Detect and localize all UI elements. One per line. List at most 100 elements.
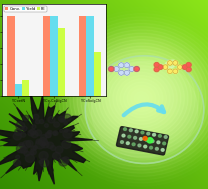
Circle shape bbox=[63, 114, 71, 121]
Circle shape bbox=[24, 151, 30, 156]
Circle shape bbox=[155, 147, 158, 150]
Circle shape bbox=[186, 67, 191, 72]
Circle shape bbox=[14, 160, 21, 166]
Circle shape bbox=[36, 139, 42, 144]
Circle shape bbox=[131, 88, 152, 108]
Circle shape bbox=[132, 143, 135, 146]
Circle shape bbox=[163, 65, 168, 69]
Circle shape bbox=[30, 151, 34, 155]
Circle shape bbox=[138, 144, 141, 147]
Ellipse shape bbox=[165, 60, 176, 69]
Circle shape bbox=[35, 120, 40, 124]
Circle shape bbox=[158, 135, 161, 137]
Circle shape bbox=[31, 131, 38, 138]
Circle shape bbox=[53, 132, 57, 135]
Circle shape bbox=[124, 70, 130, 75]
Circle shape bbox=[63, 27, 208, 170]
Circle shape bbox=[35, 140, 45, 149]
Circle shape bbox=[120, 141, 123, 143]
Circle shape bbox=[44, 124, 48, 127]
Circle shape bbox=[62, 140, 71, 149]
Bar bbox=[51, 16, 58, 96]
Circle shape bbox=[127, 85, 156, 111]
Circle shape bbox=[39, 152, 48, 160]
Circle shape bbox=[64, 129, 68, 132]
Circle shape bbox=[88, 49, 195, 147]
Bar bbox=[79, 16, 86, 96]
Circle shape bbox=[144, 145, 147, 148]
Circle shape bbox=[47, 142, 54, 149]
Circle shape bbox=[58, 116, 64, 122]
Circle shape bbox=[150, 146, 152, 149]
Circle shape bbox=[124, 128, 126, 130]
Circle shape bbox=[163, 142, 166, 145]
Circle shape bbox=[30, 149, 36, 155]
Circle shape bbox=[16, 144, 26, 153]
Circle shape bbox=[113, 72, 170, 124]
Circle shape bbox=[157, 141, 160, 144]
FancyBboxPatch shape bbox=[116, 127, 168, 155]
Polygon shape bbox=[0, 93, 93, 184]
Circle shape bbox=[35, 130, 42, 136]
Circle shape bbox=[85, 56, 204, 163]
Circle shape bbox=[13, 133, 21, 140]
Bar bbox=[86, 16, 94, 96]
Circle shape bbox=[98, 59, 184, 137]
Circle shape bbox=[64, 122, 67, 125]
Circle shape bbox=[120, 79, 163, 118]
Circle shape bbox=[134, 92, 149, 105]
Circle shape bbox=[173, 69, 178, 74]
Circle shape bbox=[161, 149, 164, 151]
Circle shape bbox=[73, 36, 208, 160]
Circle shape bbox=[134, 67, 139, 71]
Circle shape bbox=[62, 119, 65, 122]
Bar bbox=[22, 80, 29, 96]
Circle shape bbox=[129, 129, 132, 132]
Circle shape bbox=[66, 30, 208, 167]
Circle shape bbox=[33, 146, 37, 150]
Circle shape bbox=[84, 46, 199, 150]
Circle shape bbox=[167, 61, 172, 65]
Circle shape bbox=[53, 152, 61, 160]
Circle shape bbox=[173, 61, 178, 65]
Circle shape bbox=[53, 131, 58, 136]
Circle shape bbox=[26, 140, 33, 147]
Circle shape bbox=[167, 69, 172, 74]
Circle shape bbox=[15, 129, 22, 135]
Circle shape bbox=[46, 133, 51, 138]
Circle shape bbox=[25, 154, 34, 163]
Circle shape bbox=[134, 136, 137, 139]
Circle shape bbox=[59, 129, 63, 132]
Circle shape bbox=[106, 66, 177, 131]
Circle shape bbox=[182, 65, 187, 69]
Bar bbox=[94, 52, 101, 96]
Circle shape bbox=[54, 122, 59, 127]
Circle shape bbox=[116, 75, 167, 121]
Bar bbox=[15, 84, 22, 96]
Circle shape bbox=[59, 158, 68, 166]
Circle shape bbox=[40, 159, 49, 167]
Circle shape bbox=[63, 130, 72, 138]
Circle shape bbox=[129, 67, 134, 71]
Circle shape bbox=[124, 63, 130, 68]
Circle shape bbox=[19, 143, 24, 147]
Circle shape bbox=[39, 160, 43, 163]
Circle shape bbox=[109, 67, 114, 71]
Circle shape bbox=[126, 142, 129, 145]
Circle shape bbox=[41, 141, 49, 148]
Circle shape bbox=[102, 62, 181, 134]
Circle shape bbox=[16, 122, 25, 130]
Circle shape bbox=[177, 65, 182, 69]
Circle shape bbox=[22, 141, 31, 148]
Circle shape bbox=[62, 157, 69, 163]
Circle shape bbox=[119, 63, 124, 68]
Circle shape bbox=[143, 136, 147, 140]
Circle shape bbox=[95, 56, 188, 141]
Circle shape bbox=[154, 67, 159, 72]
Circle shape bbox=[48, 130, 52, 134]
Circle shape bbox=[33, 114, 39, 119]
Circle shape bbox=[119, 70, 124, 75]
Circle shape bbox=[60, 118, 64, 122]
Circle shape bbox=[186, 63, 191, 67]
Circle shape bbox=[32, 125, 36, 129]
